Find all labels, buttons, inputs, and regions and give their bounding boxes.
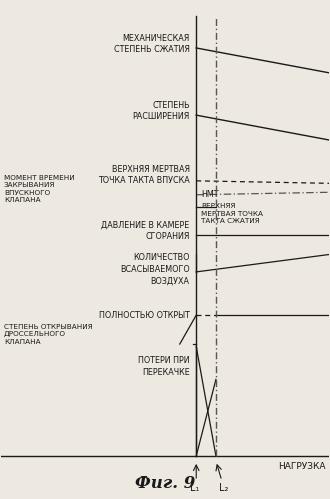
Text: Фиг. 9: Фиг. 9	[135, 475, 195, 492]
Text: L₂: L₂	[219, 484, 229, 494]
Text: МОМЕНТ ВРЕМЕНИ
ЗАКРЫВАНИЯ
ВПУСКНОГО
КЛАПАНА: МОМЕНТ ВРЕМЕНИ ЗАКРЫВАНИЯ ВПУСКНОГО КЛАП…	[4, 175, 75, 203]
Text: ДАВЛЕНИЕ В КАМЕРЕ
СГОРАНИЯ: ДАВЛЕНИЕ В КАМЕРЕ СГОРАНИЯ	[101, 221, 190, 241]
Text: СТЕПЕНЬ
РАСШИРЕНИЯ: СТЕПЕНЬ РАСШИРЕНИЯ	[132, 101, 190, 121]
Text: ПОЛНОСТЬЮ ОТКРЫТ: ПОЛНОСТЬЮ ОТКРЫТ	[99, 311, 190, 320]
Text: НМТ: НМТ	[201, 190, 219, 199]
Text: ВЕРХНЯЯ
МЕРТВАЯ ТОЧКА
ТАКТА СЖАТИЯ: ВЕРХНЯЯ МЕРТВАЯ ТОЧКА ТАКТА СЖАТИЯ	[201, 203, 263, 225]
Text: ПОТЕРИ ПРИ
ПЕРЕКАЧКЕ: ПОТЕРИ ПРИ ПЕРЕКАЧКЕ	[138, 356, 190, 377]
Text: НАГРУЗКА: НАГРУЗКА	[279, 462, 326, 471]
Text: ВЕРХНЯЯ МЕРТВАЯ
ТОЧКА ТАКТА ВПУСКА: ВЕРХНЯЯ МЕРТВАЯ ТОЧКА ТАКТА ВПУСКА	[98, 165, 190, 185]
Text: МЕХАНИЧЕСКАЯ
СТЕПЕНЬ СЖАТИЯ: МЕХАНИЧЕСКАЯ СТЕПЕНЬ СЖАТИЯ	[114, 34, 190, 54]
Text: L₁: L₁	[190, 484, 199, 494]
Text: КОЛИЧЕСТВО
ВСАСЫВАЕМОГО
ВОЗДУХА: КОЛИЧЕСТВО ВСАСЫВАЕМОГО ВОЗДУХА	[120, 253, 190, 285]
Text: СТЕПЕНЬ ОТКРЫВАНИЯ
ДРОССЕЛЬНОГО
КЛАПАНА: СТЕПЕНЬ ОТКРЫВАНИЯ ДРОССЕЛЬНОГО КЛАПАНА	[4, 323, 93, 345]
